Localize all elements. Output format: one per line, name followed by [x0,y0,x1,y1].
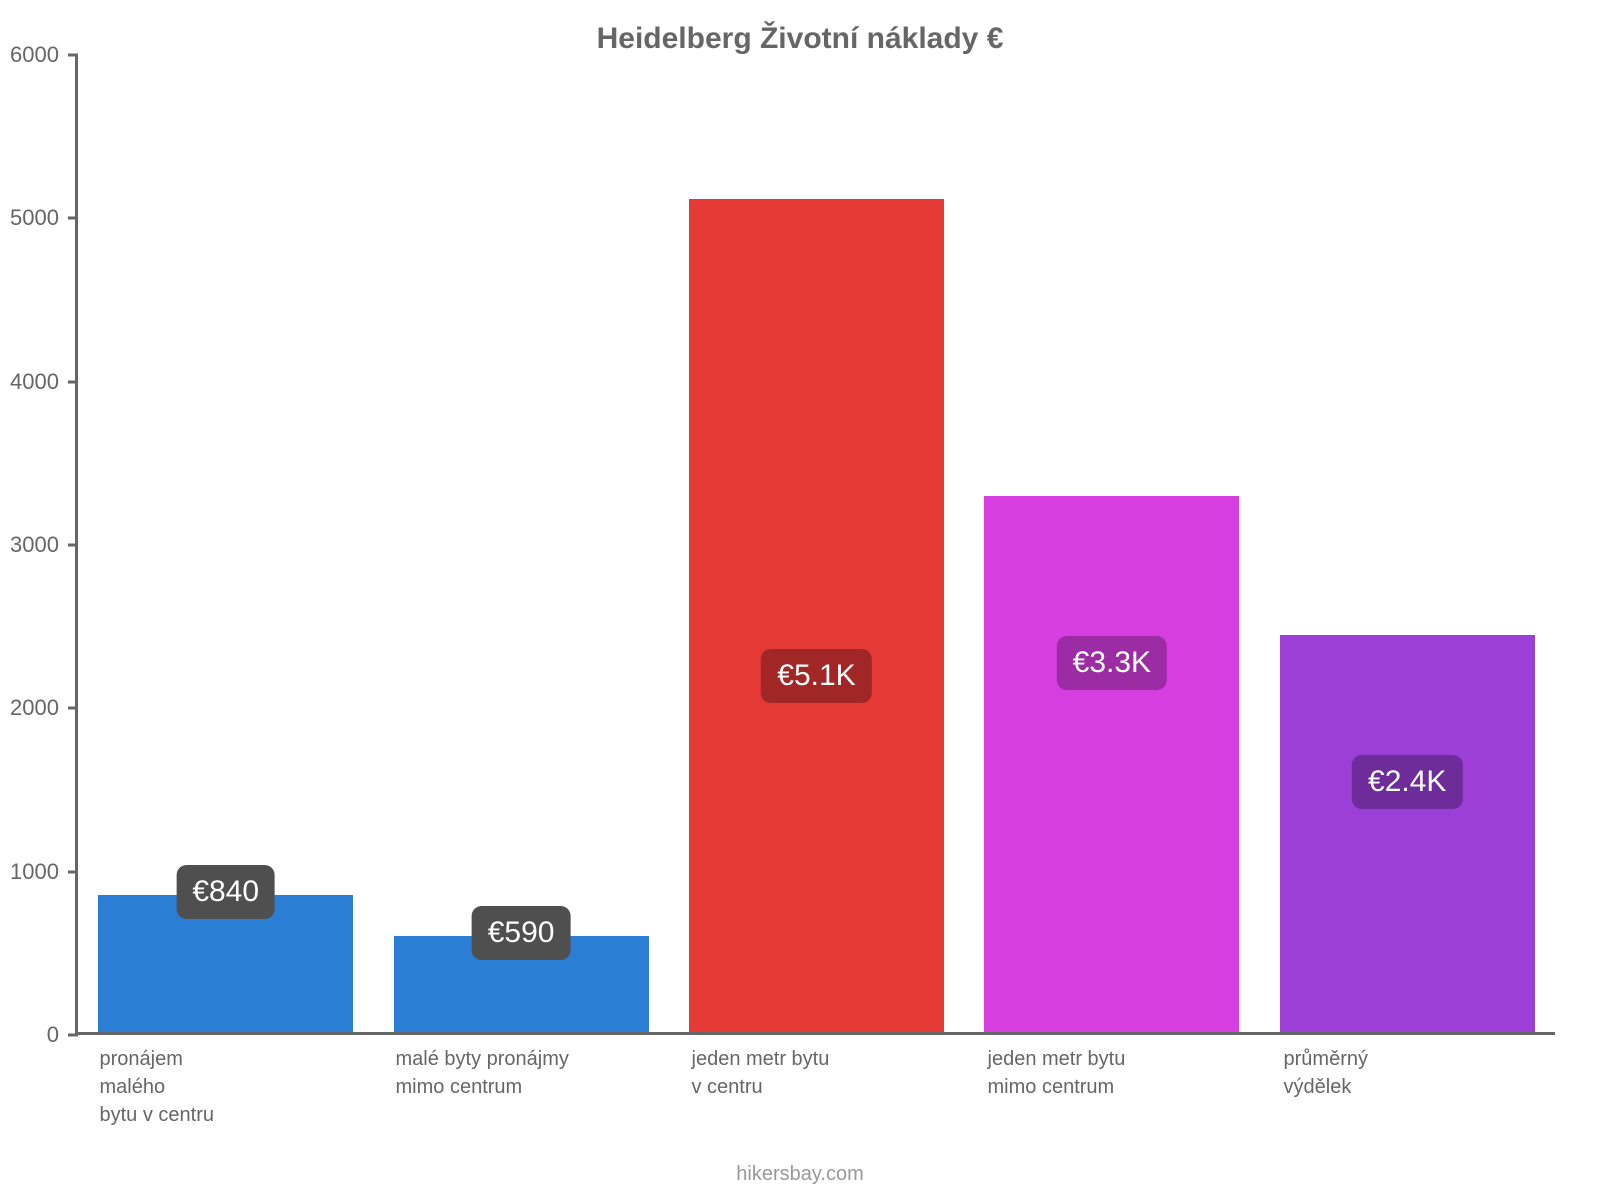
x-axis-label: jeden metr bytu mimo centrum [984,1045,1239,1129]
bar-value-badge: €590 [472,906,571,960]
y-tick-label: 5000 [10,205,59,231]
x-axis-label: malé byty pronájmy mimo centrum [392,1045,647,1129]
bar-slot: €2.4K [1280,55,1535,1032]
x-axis-label: pronájem malého bytu v centru [96,1045,351,1129]
y-tick-label: 1000 [10,859,59,885]
y-tick-mark [68,54,78,57]
bar: €2.4K [1280,635,1535,1032]
bar: €5.1K [689,199,944,1032]
y-tick-mark [68,1034,78,1037]
y-tick-mark [68,544,78,547]
bar-slot: €590 [394,55,649,1032]
bars-group: €840 €590 €5.1K €3.3K €2.4K [78,55,1555,1032]
y-axis: 0100020003000400050006000 [0,55,75,1035]
bar-slot: €3.3K [984,55,1239,1032]
bar-slot: €840 [98,55,353,1032]
y-tick-label: 4000 [10,369,59,395]
y-tick-mark [68,707,78,710]
y-tick-label: 2000 [10,695,59,721]
y-tick-mark [68,380,78,383]
x-axis-labels: pronájem malého bytu v centru malé byty p… [75,1045,1555,1129]
bar: €590 [394,936,649,1032]
bar: €840 [98,895,353,1032]
bar: €3.3K [984,496,1239,1032]
plot-area: €840 €590 €5.1K €3.3K €2.4K [75,55,1555,1035]
y-tick-label: 0 [47,1022,59,1048]
bar-value-badge: €840 [176,865,275,919]
footer-attribution: hikersbay.com [736,1163,863,1186]
bar-value-badge: €3.3K [1057,636,1167,690]
bar-slot: €5.1K [689,55,944,1032]
bar-value-badge: €2.4K [1352,755,1462,809]
y-tick-label: 6000 [10,42,59,68]
x-axis-label: průměrný výdělek [1280,1045,1535,1129]
chart-title: Heidelberg Životní náklady € [597,22,1004,56]
x-axis-label: jeden metr bytu v centru [688,1045,943,1129]
chart-container: Heidelberg Životní náklady € 0 1000 2000 30… [0,0,1600,1200]
y-tick-mark [68,217,78,220]
y-tick-label: 3000 [10,532,59,558]
bar-value-badge: €5.1K [761,649,871,703]
y-tick-mark [68,870,78,873]
